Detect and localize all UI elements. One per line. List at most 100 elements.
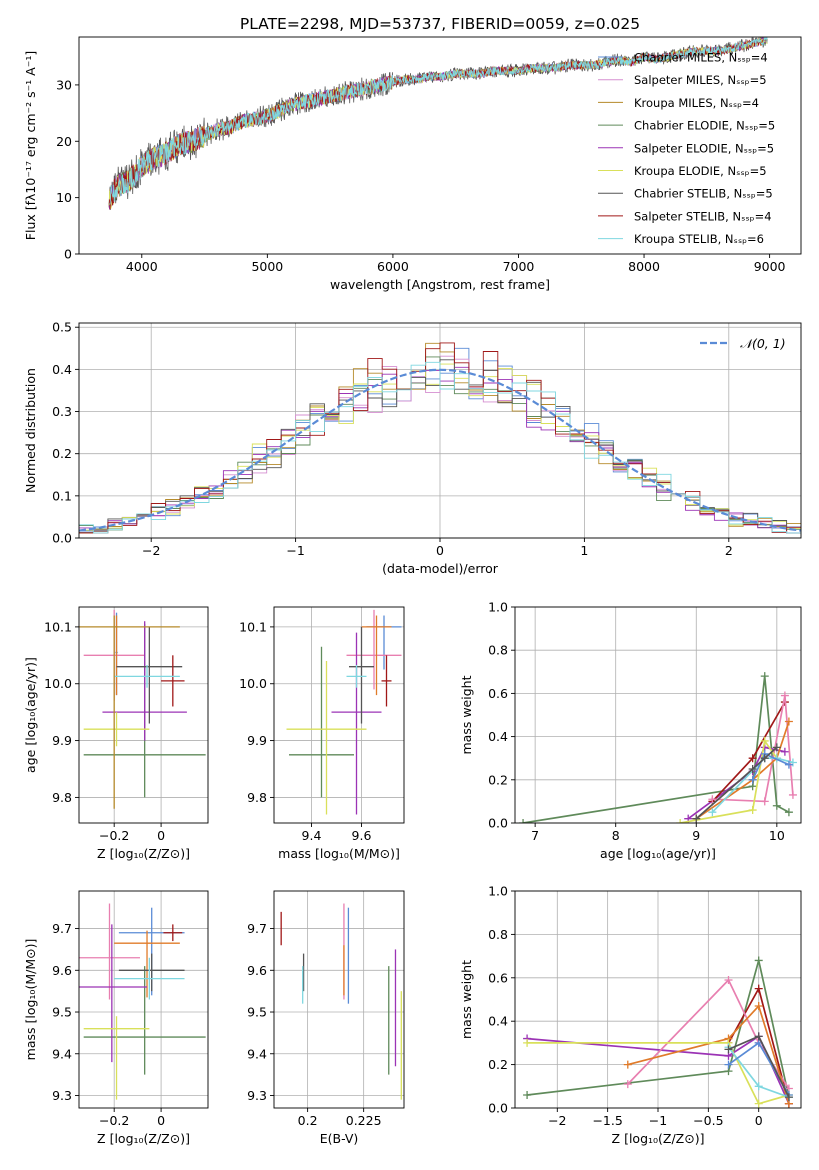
mass_vs_Z-ytick-label: 9.3: [52, 1088, 72, 1103]
mass_vs_ebv-plot-area: [280, 903, 402, 1100]
mass_weight_vs_age-xtick-label: 7: [531, 828, 539, 843]
age_vs_Z-axes-layer: −0.2 0 9.8 9.9 10.0 10.1 Z [log₁₀(Z/Z⊙)] age [l…: [23, 606, 209, 861]
spectrum-xtick-label: 8000: [628, 259, 660, 274]
mass_weight_vs_Z-marker: [754, 1099, 763, 1108]
residuals-ylabel: Normed distribution: [23, 368, 38, 493]
spectrum-legend-label: Chabrier ELODIE, Nₛₛₚ=5: [634, 119, 775, 133]
mass_weight_vs_age-marker: [760, 754, 769, 763]
mass_weight_vs_Z-ylabel: mass weight: [459, 960, 474, 1039]
mass_weight_vs_age-plot-area: [519, 672, 797, 823]
mass_weight_vs_age-frame: [514, 606, 802, 824]
mass_weight_vs_age-xlabel: age [log₁₀(age/yr)]: [600, 846, 716, 861]
mass_weight_vs_age-marker: [676, 819, 685, 823]
mass_vs_Z-frame: [78, 890, 209, 1109]
mass_weight_vs_age-marker: [760, 672, 769, 681]
spectrum-ytick-label: 0: [64, 247, 72, 262]
age_vs_Z-ytick-label: 9.8: [52, 790, 72, 805]
mass_weight_vs_age-marker: [772, 801, 781, 810]
residuals-xtick-label: 1: [580, 543, 588, 558]
mass_vs_ebv-ytick-label: 9.6: [247, 963, 267, 978]
mass_weight_vs_age-ytick-label: 0.6: [488, 686, 508, 701]
mass_weight_vs_Z-marker: [754, 1082, 763, 1091]
mass_weight_vs_age-marker: [760, 797, 769, 806]
mass_weight_vs_age-marker: [748, 775, 757, 784]
spectrum-legend-label: Kroupa STELIB, Nₛₛₚ=6: [634, 232, 764, 246]
mass_weight_vs_age-ylabel: mass weight: [459, 675, 474, 754]
age_vs_mass-frame: [273, 606, 405, 824]
age_vs_mass-plot-area: [286, 609, 402, 815]
mass_weight_vs_Z-marker: [754, 1032, 763, 1041]
residuals-xtick-label: 0: [436, 543, 444, 558]
spectrum-xtick-label: 6000: [377, 259, 409, 274]
residuals-panel: [79, 323, 801, 539]
mass_weight_vs_Z-xtick-label: 0: [755, 1113, 763, 1128]
age_vs_mass-ytick-label: 10.0: [239, 676, 267, 691]
mass_weight_vs_Z-marker: [754, 984, 763, 993]
age_vs_Z-plot-area: [79, 609, 206, 809]
mass_weight_vs_age-marker: [788, 790, 797, 799]
residuals-ytick-label: 0.3: [52, 404, 72, 419]
age_vs_Z-ylabel: age [log₁₀(age/yr)]: [23, 657, 38, 773]
mass_weight_vs_Z-ytick-label: 0.8: [488, 927, 508, 942]
residuals-xtick-label: −1: [286, 543, 304, 558]
mass_weight_vs_age-marker: [748, 765, 757, 773]
spectrum-xtick-label: 9000: [754, 259, 786, 274]
mass_vs_ebv-ytick-label: 9.3: [247, 1088, 267, 1103]
mass_weight_vs_Z-marker: [623, 1060, 632, 1069]
age_vs_mass-axes-layer: 9.4 9.6 9.8 9.9 10.0 10.1 mass [log₁₀(M/M⊙)]: [239, 606, 405, 861]
residuals-ytick-label: 0.2: [52, 446, 72, 461]
mass_weight_vs_Z-ytick-label: 0.6: [488, 970, 508, 985]
residuals-xtick-label: 2: [725, 543, 733, 558]
age_vs_Z-ytick-label: 9.9: [52, 733, 72, 748]
mass_vs_ebv-xtick-label: 0.2: [298, 1113, 318, 1128]
mass_weight_vs_Z-xlabel: Z [log₁₀(Z/Z⊙)]: [612, 1131, 705, 1146]
mass_vs_Z-ytick-label: 9.4: [52, 1046, 72, 1061]
spectrum-legend-label: Salpeter MILES, Nₛₛₚ=5: [634, 73, 767, 87]
residuals-xtick-label: −2: [142, 543, 160, 558]
mass_vs_ebv-ytick-label: 9.7: [247, 921, 267, 936]
mass_weight_vs_Z-marker: [523, 1038, 532, 1047]
mass_vs_Z-ytick-label: 9.6: [52, 963, 72, 978]
residuals-xlabel: (data-model)/error: [382, 561, 499, 576]
mass_vs_Z-xlabel: Z [log₁₀(Z/Z⊙)]: [97, 1131, 190, 1146]
mass_vs_ebv-panel: [274, 891, 404, 1108]
age_vs_Z-xtick-label: −0.2: [99, 828, 129, 843]
mass_weight_vs_age-ytick-label: 0.0: [488, 816, 508, 831]
mass_vs_Z-xtick-label: 0: [157, 1113, 165, 1128]
mass_weight_vs_age-marker: [519, 819, 528, 823]
spectrum-ytick-label: 20: [56, 134, 72, 149]
age_vs_Z-xtick-label: 0: [157, 828, 165, 843]
residuals-ytick-label: 0.4: [52, 362, 72, 377]
mass_weight_vs_age-marker: [784, 808, 793, 817]
mass_weight_vs_Z-xtick-label: −1: [649, 1113, 667, 1128]
mass_weight_vs_Z-series-line: [627, 1004, 790, 1104]
spectrum-xtick-label: 5000: [251, 259, 283, 274]
mass_weight_vs_age-ytick-label: 0.2: [488, 772, 508, 787]
mass_weight_vs_Z-marker: [784, 1093, 793, 1102]
mass_weight_vs_age-marker: [788, 758, 797, 767]
age_vs_mass-xtick-label: 9.4: [302, 828, 322, 843]
age_vs_Z-ytick-label: 10.1: [44, 619, 72, 634]
age_vs_mass-xlabel: mass [log₁₀(M/M⊙)]: [278, 846, 400, 861]
age_vs_mass-panel: [274, 607, 404, 823]
spectrum-legend-label: Kroupa MILES, Nₛₛₚ=4: [634, 96, 759, 110]
mass_weight_vs_Z-marker: [724, 1045, 733, 1054]
age_vs_mass-ytick-label: 9.9: [247, 733, 267, 748]
mass_weight_vs_age-xtick-label: 10: [769, 828, 785, 843]
residuals-ytick-label: 0.0: [52, 531, 72, 546]
mass_weight_vs_Z-axes-layer: −2 −1.5 −1 −0.5 0 0.0 0.2 0.4 0.6 0.8 1.0 Z [log₁₀(…: [459, 884, 802, 1146]
mass_vs_Z-ytick-label: 9.5: [52, 1005, 72, 1020]
mass_weight_vs_age-marker: [708, 808, 717, 817]
mass_weight_vs_age-panel: [515, 606, 801, 824]
mass_weight_vs_age-marker: [748, 806, 757, 815]
residuals-legend-label: 𝒩(0, 1): [740, 336, 786, 351]
mass_weight_vs_age-xtick-label: 8: [612, 828, 620, 843]
spectrum-frame: [78, 36, 802, 255]
spectrum-ytick-label: 10: [56, 190, 72, 205]
mass_vs_Z-axes-layer: −0.2 0 9.3 9.4 9.5 9.6 9.7 Z [log₁₀(Z/Z⊙)] mass …: [23, 890, 209, 1146]
mass_weight_vs_Z-xtick-label: −2: [548, 1113, 566, 1128]
mass_vs_ebv-frame: [273, 890, 405, 1109]
mass_weight_vs_age-marker: [692, 814, 701, 823]
mass_vs_Z-plot-area: [79, 903, 206, 1100]
